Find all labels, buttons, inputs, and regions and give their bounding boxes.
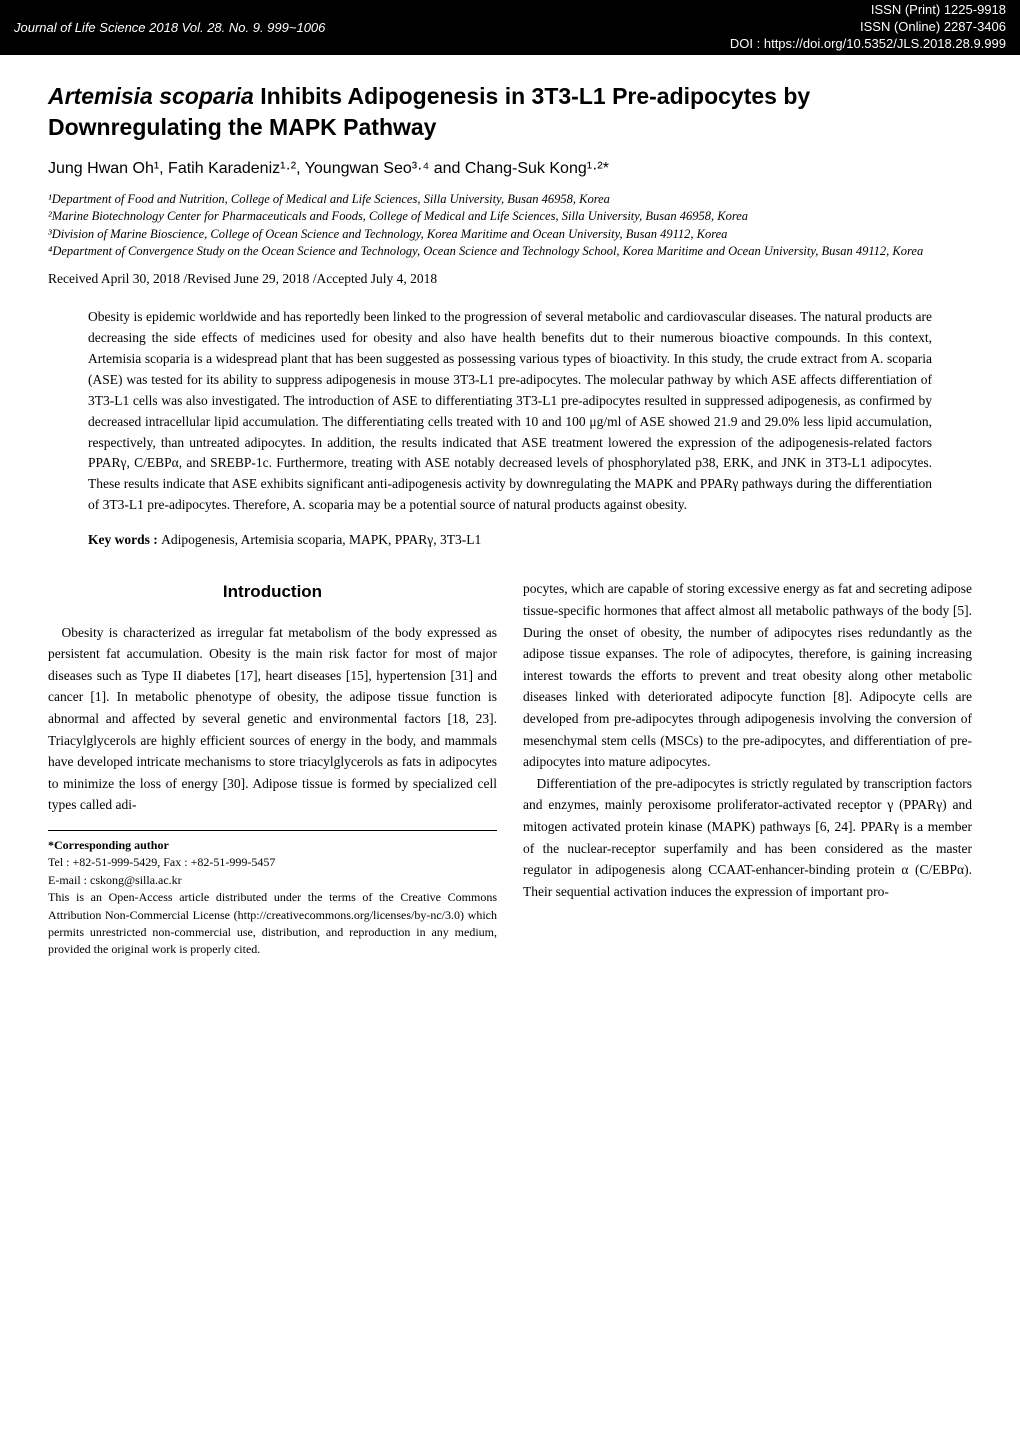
corresponding-email: E-mail : cskong@silla.ac.kr	[48, 872, 497, 889]
journal-issn-block: ISSN (Print) 1225-9918 ISSN (Online) 228…	[730, 2, 1006, 53]
affiliation-2: ²Marine Biotechnology Center for Pharmac…	[48, 208, 972, 226]
two-column-body: Introduction Obesity is characterized as…	[48, 578, 972, 958]
left-column: Introduction Obesity is characterized as…	[48, 578, 497, 958]
corresponding-tel: Tel : +82-51-999-5429, Fax : +82-51-999-…	[48, 854, 497, 871]
right-column: pocytes, which are capable of storing ex…	[523, 578, 972, 958]
affiliation-1: ¹Department of Food and Nutrition, Colle…	[48, 191, 972, 209]
keywords-text: Adipogenesis, Artemisia scoparia, MAPK, …	[161, 532, 481, 547]
keywords-line: Key words : Adipogenesis, Artemisia scop…	[88, 530, 932, 550]
affiliation-4: ⁴Department of Convergence Study on the …	[48, 243, 972, 261]
author-line: Jung Hwan Oh¹, Fatih Karadeniz¹·², Young…	[48, 157, 972, 181]
footnote-separator	[48, 830, 497, 831]
received-line: Received April 30, 2018 /Revised June 29…	[48, 269, 972, 289]
issn-online: ISSN (Online) 2287-3406	[730, 19, 1006, 36]
intro-paragraph-right-1: pocytes, which are capable of storing ex…	[523, 578, 972, 772]
intro-paragraph-right-2: Differentiation of the pre-adipocytes is…	[523, 773, 972, 903]
footnote-block: *Corresponding author Tel : +82-51-999-5…	[48, 837, 497, 959]
page-content: Artemisia scoparia Inhibits Adipogenesis…	[0, 55, 1020, 979]
affiliation-3: ³Division of Marine Bioscience, College …	[48, 226, 972, 244]
article-title: Artemisia scoparia Inhibits Adipogenesis…	[48, 81, 972, 143]
doi-line: DOI : https://doi.org/10.5352/JLS.2018.2…	[730, 36, 1006, 53]
license-text: This is an Open-Access article distribut…	[48, 889, 497, 959]
journal-header-bar: Journal of Life Science 2018 Vol. 28. No…	[0, 0, 1020, 55]
section-heading-introduction: Introduction	[48, 578, 497, 605]
affiliations-block: ¹Department of Food and Nutrition, Colle…	[48, 191, 972, 261]
abstract-text: Obesity is epidemic worldwide and has re…	[88, 307, 932, 516]
keywords-label: Key words :	[88, 532, 161, 547]
journal-title-line: Journal of Life Science 2018 Vol. 28. No…	[14, 18, 325, 38]
title-italic-species: Artemisia scoparia	[48, 83, 254, 109]
intro-paragraph-left-1: Obesity is characterized as irregular fa…	[48, 622, 497, 816]
issn-print: ISSN (Print) 1225-9918	[730, 2, 1006, 19]
corresponding-author-label: *Corresponding author	[48, 837, 497, 854]
